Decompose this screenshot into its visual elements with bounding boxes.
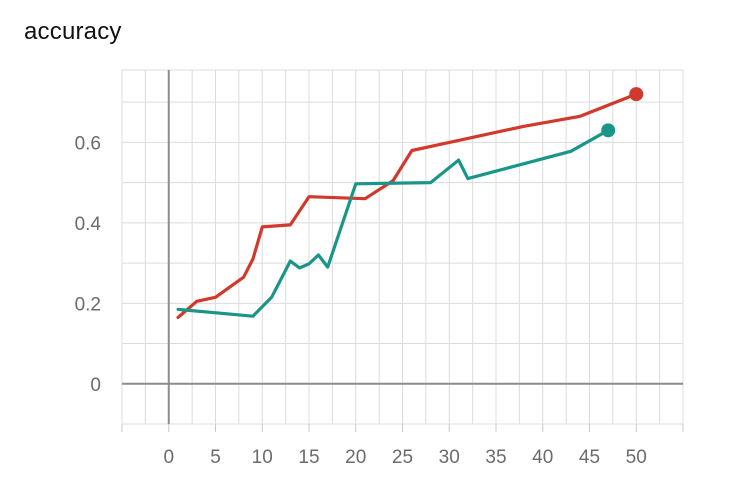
y-tick-label: 0: [90, 375, 101, 396]
x-tick-label: 40: [532, 447, 553, 468]
x-tick-label: 10: [252, 447, 273, 468]
series-line-1: [176, 92, 638, 319]
x-tick-label: 25: [392, 447, 413, 468]
x-tick-label: 45: [579, 447, 600, 468]
y-tick-label: 0.2: [75, 294, 101, 315]
x-tick-label: 35: [485, 447, 506, 468]
x-tick-label: 5: [210, 447, 221, 468]
x-tick-label: 0: [163, 447, 174, 468]
x-tick-label: 30: [439, 447, 460, 468]
grid-lines: [121, 69, 684, 432]
y-tick-labels: 0 0.2 0.4 0.6: [75, 133, 102, 395]
y-tick-label: 0.6: [75, 133, 101, 154]
x-tick-label: 20: [345, 447, 366, 468]
chart-title: accuracy: [24, 18, 122, 45]
x-tick-labels: 0 5 10 15 20 25 30 35 40 45 50: [163, 447, 646, 468]
series-lines: [176, 87, 644, 319]
x-tick-label: 50: [626, 447, 647, 468]
x-tick-label: 15: [298, 447, 319, 468]
axes: [122, 70, 683, 424]
series-end-marker-2: [601, 123, 616, 138]
series-end-marker-1: [629, 87, 644, 102]
y-tick-label: 0.4: [75, 214, 102, 235]
series-line-2: [176, 128, 610, 318]
